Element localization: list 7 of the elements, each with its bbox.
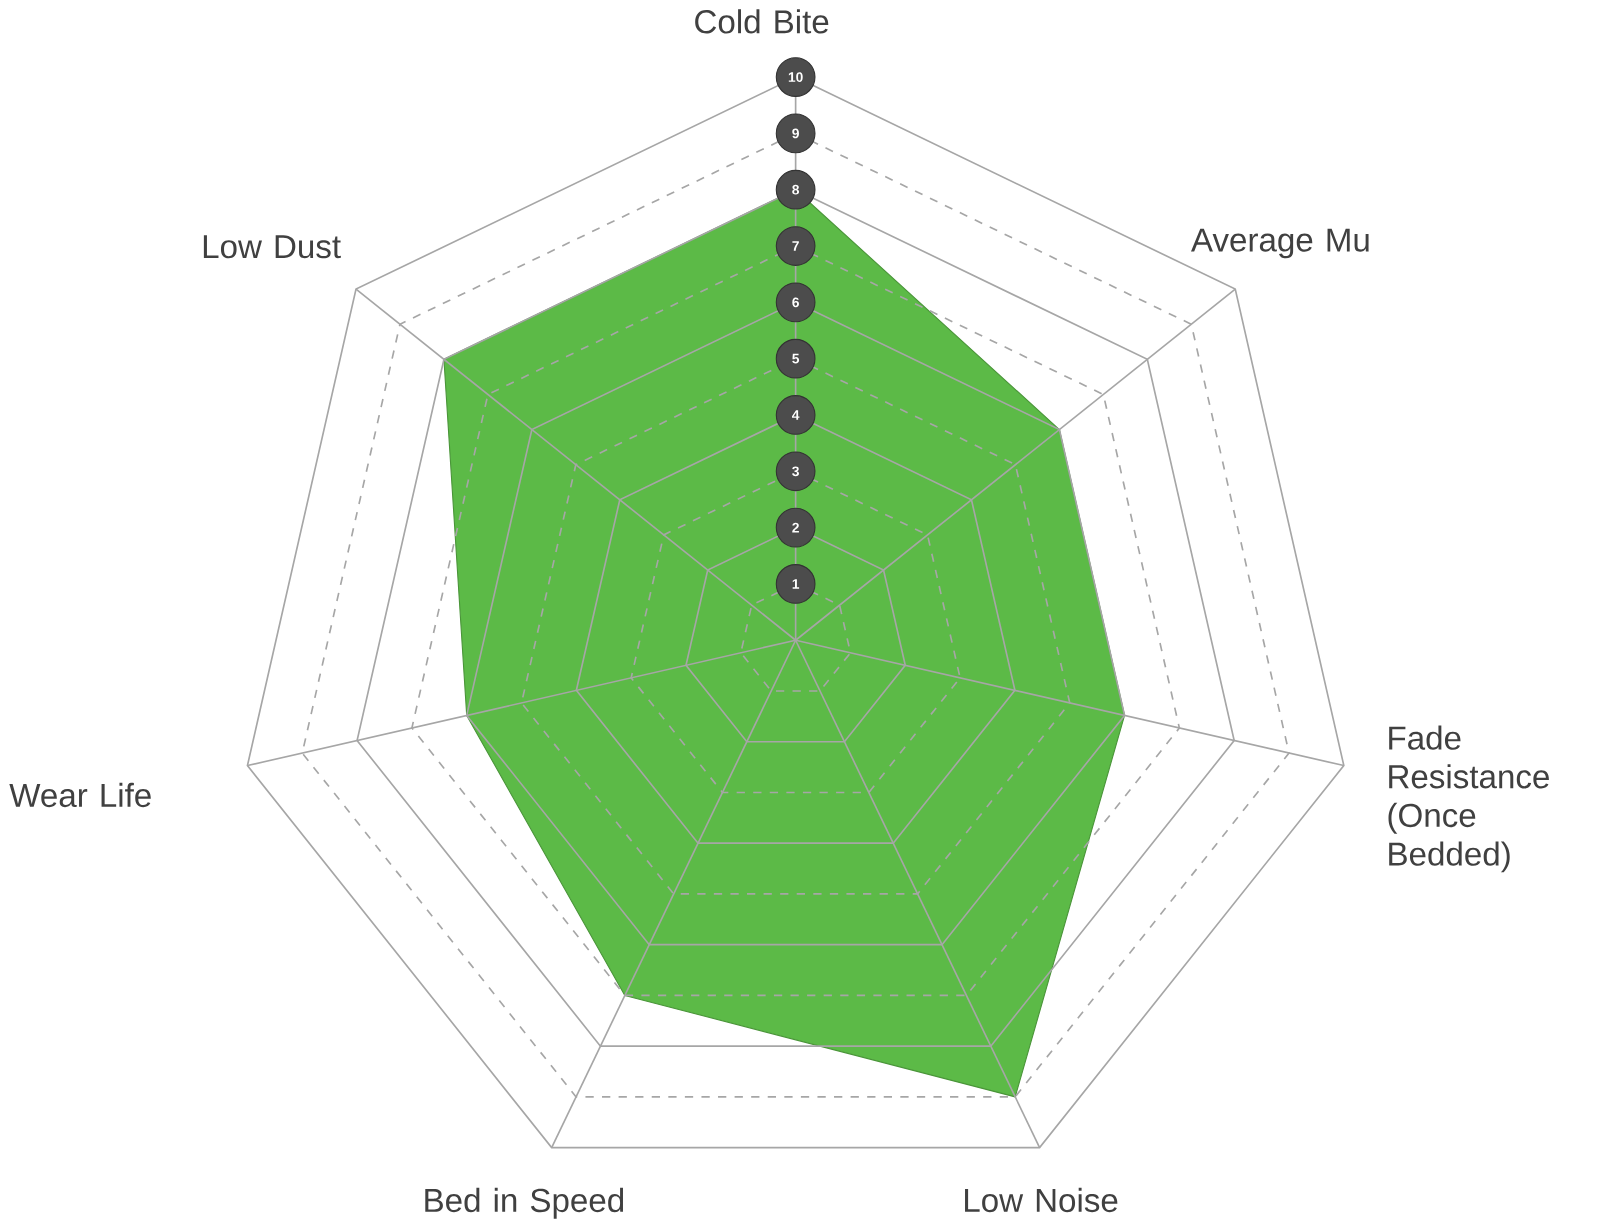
spoke-label: Bed in Speed (425, 1187, 624, 1219)
spoke-label: Cold Bite (695, 9, 829, 34)
spoke-label: Wear Life (9, 782, 151, 808)
spoke-label: Low Noise (965, 1187, 1118, 1213)
spoke-label: Average Mu (1190, 228, 1369, 259)
spoke-label: Fade Resistance (Once Bedded) (1388, 725, 1549, 873)
spoke-label: Low Dust (203, 235, 341, 259)
